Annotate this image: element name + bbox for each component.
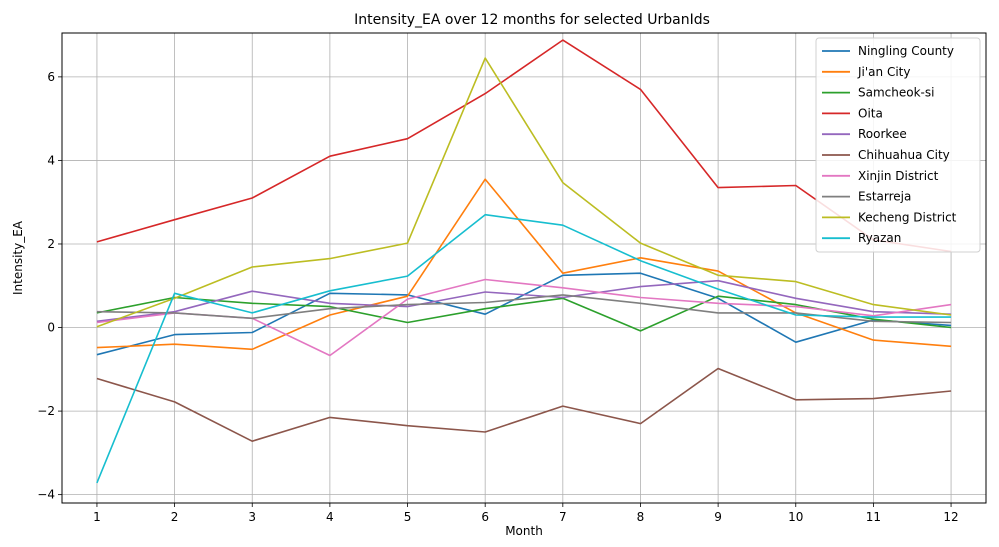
series-line-7 — [96, 294, 952, 324]
y-axis-label: Intensity_EA — [11, 220, 25, 295]
series-line-5 — [96, 367, 952, 443]
x-tick-label: 12 — [943, 510, 958, 524]
x-tick-label: 9 — [714, 510, 722, 524]
legend-entry: Kecheng District — [858, 210, 957, 224]
legend-entry: Samcheok-si — [858, 86, 934, 100]
series-line-2 — [96, 295, 952, 332]
chart-title: Intensity_EA over 12 months for selected… — [354, 12, 710, 28]
legend-entry: Estarreja — [858, 190, 911, 204]
series-lines — [96, 39, 952, 484]
series-line-3 — [96, 39, 952, 253]
y-tick-label: 0 — [47, 321, 55, 335]
x-tick-label: 3 — [248, 510, 256, 524]
x-tick-label: 4 — [326, 510, 334, 524]
legend-entry: Ningling County — [858, 44, 954, 58]
series-line-6 — [96, 278, 952, 357]
legend-box — [815, 37, 981, 253]
y-tick-label: −2 — [37, 404, 55, 418]
series-line-8 — [96, 57, 952, 328]
series-line-0 — [96, 272, 952, 356]
x-tick-label: 11 — [866, 510, 881, 524]
x-tick-label: 1 — [93, 510, 101, 524]
y-axis-ticks: −4 −2 0 2 4 6 — [37, 70, 62, 502]
legend: Ningling County Ji'an City Samcheok-si Oita… — [815, 37, 981, 253]
legend-entry: Ji'an City — [857, 65, 910, 79]
x-tick-label: 8 — [637, 510, 645, 524]
x-tick-label: 7 — [559, 510, 567, 524]
y-tick-label: 2 — [47, 237, 55, 251]
legend-entry: Roorkee — [858, 127, 907, 141]
x-tick-label: 6 — [481, 510, 489, 524]
legend-entry: Ryazan — [858, 231, 901, 245]
x-axis-label: Month — [505, 524, 543, 538]
legend-entry: Xinjin District — [858, 169, 939, 183]
y-tick-label: 4 — [47, 153, 55, 167]
legend-entry: Chihuahua City — [858, 148, 950, 162]
x-tick-label: 5 — [404, 510, 412, 524]
series-line-9 — [96, 213, 952, 484]
series-line-1 — [96, 178, 952, 351]
x-axis-ticks: 1 2 3 4 5 6 7 8 9 10 11 12 — [93, 503, 959, 524]
x-tick-label: 2 — [171, 510, 179, 524]
y-tick-label: −4 — [37, 488, 55, 502]
x-tick-label: 10 — [788, 510, 803, 524]
y-tick-label: 6 — [47, 70, 55, 84]
plot-frame — [61, 32, 987, 504]
legend-entry: Oita — [858, 106, 883, 120]
series-line-4 — [96, 279, 952, 323]
